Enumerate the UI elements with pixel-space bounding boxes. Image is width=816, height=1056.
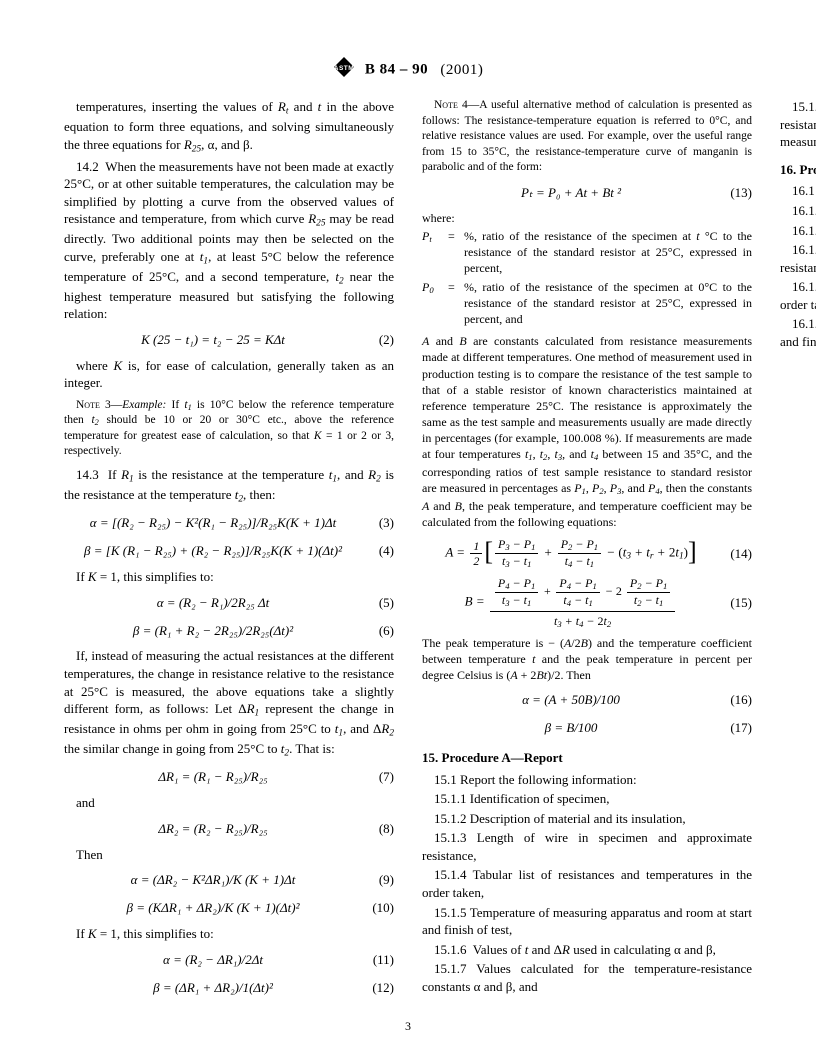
para-15-1-2: 15.1.2 Description of material and its i…: [422, 810, 752, 828]
svg-text:ASTM: ASTM: [333, 65, 353, 72]
content-columns: temperatures, inserting the values of Rt…: [64, 98, 752, 1006]
equation-17: β = B/100 (17): [422, 717, 752, 739]
equation-16: α = (A + 50B)/100 (16): [422, 689, 752, 711]
para-15-1-6: 15.1.6 Values of t and ΔR used in calcul…: [422, 941, 752, 959]
para-ab-constants: A and B are constants calculated from re…: [422, 333, 752, 531]
equation-8: ΔR₂ = (R₂ − R₂₅)/R₂₅ (8): [64, 818, 394, 840]
para-16-1-3: 16.1.3 Length of wire in specimen and ap…: [780, 241, 816, 276]
equation-3: α = [(R₂ − R₂₅) − K²(R₁ − R₂₅)]/R₂₅K(K +…: [64, 512, 394, 534]
where-def-pt: %, ratio of the resistance of the specim…: [464, 228, 752, 277]
standard-year: (2001): [440, 62, 483, 78]
para-k1b: If K = 1, this simplifies to:: [64, 925, 394, 943]
para-15-1-1: 15.1.1 Identification of specimen,: [422, 790, 752, 808]
para-16-1-4: 16.1.4 Tabular list of resistance and te…: [780, 278, 816, 313]
para-peak-temp: The peak temperature is − (A/2B) and the…: [422, 635, 752, 684]
para-15-1-4: 15.1.4 Tabular list of resistances and t…: [422, 866, 752, 901]
para-15-1-5: 15.1.5 Temperature of measuring apparatu…: [422, 904, 752, 939]
page-header: ASTM B 84 – 90 (2001): [64, 56, 752, 84]
astm-logo-icon: ASTM: [333, 56, 355, 84]
equation-5: α = (R₂ − R₁)/2R₂₅ Δt (5): [64, 591, 394, 613]
para-14-2: 14.2 When the measurements have not been…: [64, 158, 394, 323]
para-15-1: 15.1 Report the following information:: [422, 771, 752, 789]
equation-11: α = (R₂ − ΔR₁)/2Δt (11): [64, 949, 394, 971]
equation-12: β = (ΔR₁ + ΔR₂)/1(Δt)² (12): [64, 977, 394, 999]
para-16-1-2: 16.1.2 Description of material and its i…: [780, 222, 816, 240]
para-15-1-8: 15.1.8 Temperature of the specimen at wh…: [780, 98, 816, 151]
where-def-p0: %, ratio of the resistance of the specim…: [464, 279, 752, 328]
para-where-k: where K is, for ease of calculation, gen…: [64, 357, 394, 392]
equation-9: α = (ΔR₂ − K²ΔR₁)/K (K + 1)Δt (9): [64, 869, 394, 891]
equation-14: A = 12[P3 − P1t3 − t1 + P2 − P1t4 − t1 −…: [422, 537, 752, 571]
eq-num-2: (2): [362, 331, 394, 349]
note-4: Note 4—A useful alternative method of ca…: [422, 98, 752, 176]
section-15-heading: 15. Procedure A—Report: [422, 749, 752, 767]
standard-number: B 84 – 90: [365, 62, 428, 78]
para-16-1-1: 16.1.1 Identification of specimen,: [780, 202, 816, 220]
where-sym-pt: Pt: [422, 228, 448, 277]
para-k1a: If K = 1, this simplifies to:: [64, 568, 394, 586]
section-16-heading: 16. Procedure B—Report: [780, 161, 816, 179]
equation-13: Pₜ = P₀ + At + Bt ² (13): [422, 182, 752, 204]
where-definitions: Pt = %, ratio of the resistance of the s…: [422, 228, 752, 327]
para-delta-r: If, instead of measuring the actual resi…: [64, 647, 394, 760]
para-15-1-7: 15.1.7 Values calculated for the tempera…: [422, 960, 752, 995]
para-16-1-5: 16.1.5 Temperature of measuring apparatu…: [780, 315, 816, 350]
page-number: 3: [0, 1018, 816, 1034]
para-15-1-3: 15.1.3 Length of wire in specimen and ap…: [422, 829, 752, 864]
para-then: Then: [64, 846, 394, 864]
equation-4: β = [K (R₁ − R₂₅) + (R₂ − R₂₅)]/R₂₅K(K +…: [64, 540, 394, 562]
where-label: where:: [422, 210, 752, 226]
where-sym-p0: P0: [422, 279, 448, 328]
equation-2: K (25 − t₁) = t₂ − 25 = KΔt (2): [64, 329, 394, 351]
equation-7: ΔR₁ = (R₁ − R₂₅)/R₂₅ (7): [64, 766, 394, 788]
para-14-1-cont: temperatures, inserting the values of Rt…: [64, 98, 394, 155]
equation-6: β = (R₁ + R₂ − 2R₂₅)/2R₂₅(Δt)² (6): [64, 619, 394, 641]
equation-10: β = (KΔR₁ + ΔR₂)/K (K + 1)(Δt)² (10): [64, 897, 394, 919]
equation-15: B = P4 − P1t3 − t1 + P4 − P1t4 − t1 − 2 …: [422, 577, 752, 629]
para-and: and: [64, 794, 394, 812]
para-14-3: 14.3 If R1 is the resistance at the temp…: [64, 466, 394, 506]
note-3: Note 3—Example: If t1 is 10°C below the …: [64, 398, 394, 460]
para-16-1: 16.1 Report the following information:: [780, 182, 816, 200]
